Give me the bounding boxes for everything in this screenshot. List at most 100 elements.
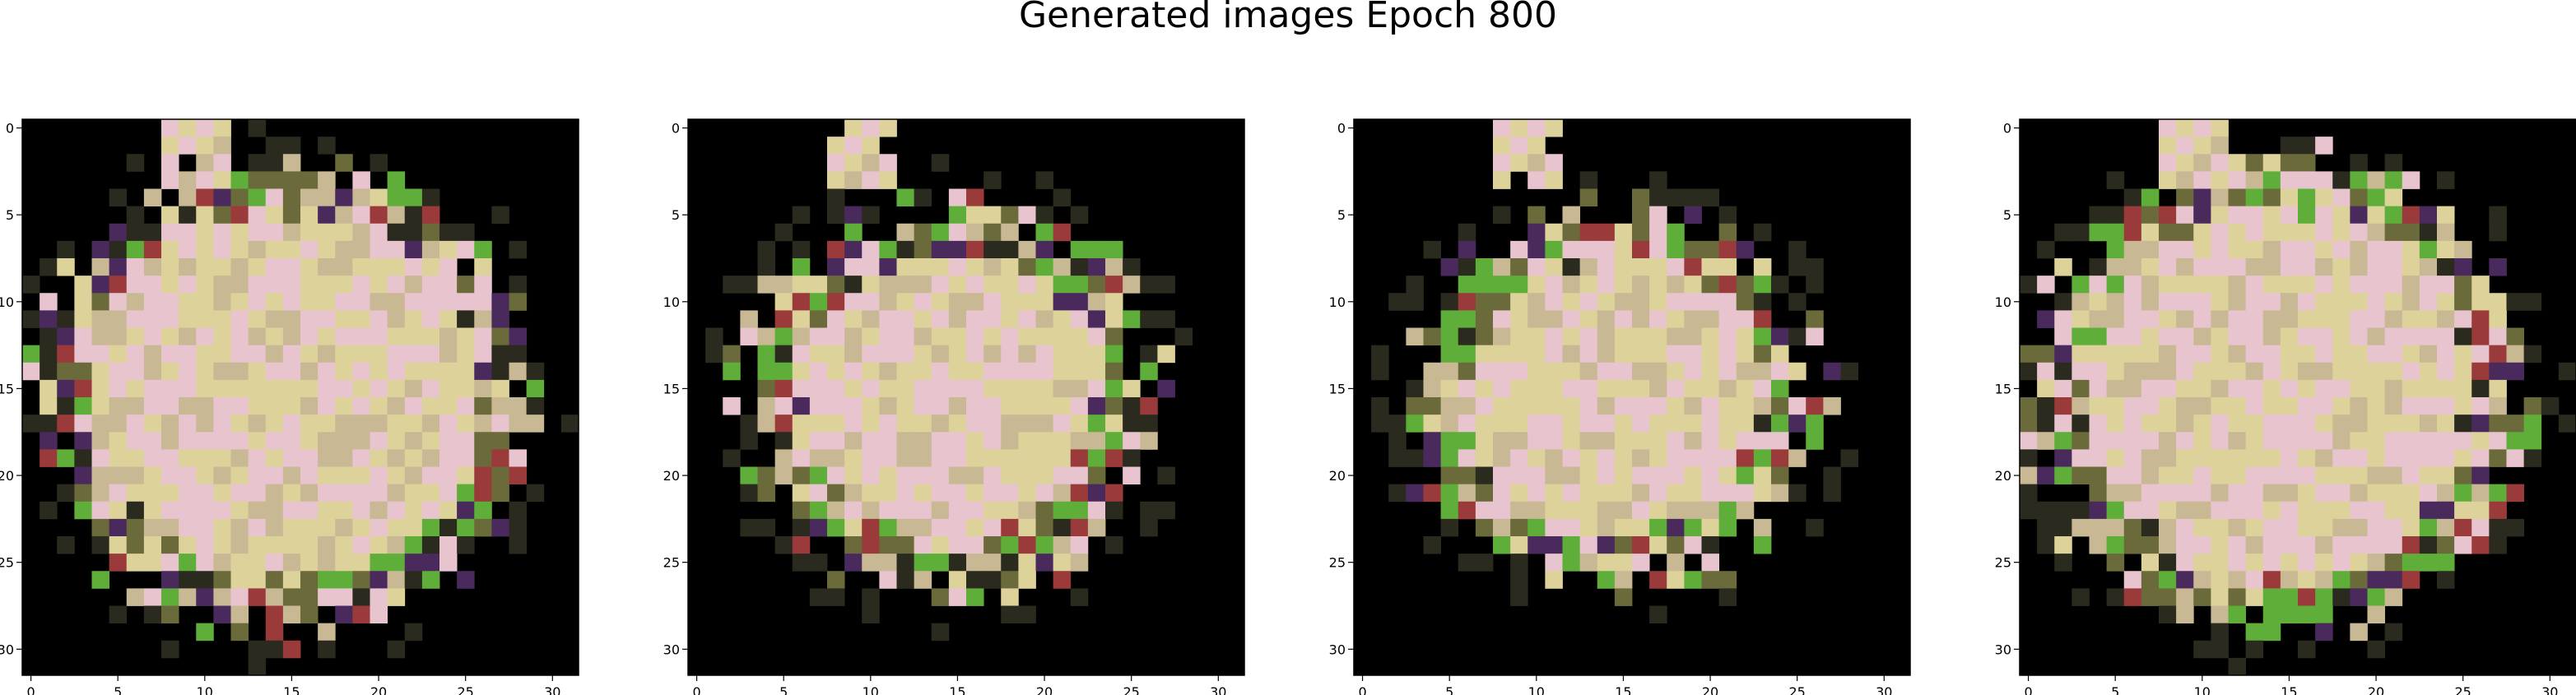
pixel [1632, 415, 1650, 433]
pixel [1088, 310, 1106, 328]
pixel [2263, 276, 2281, 294]
pixel [2020, 363, 2038, 381]
pixel [844, 536, 863, 554]
pixel [1684, 397, 1702, 415]
pixel [2454, 328, 2472, 346]
pixel [1788, 258, 1806, 276]
pixel [827, 502, 845, 520]
pixel [1001, 241, 1019, 259]
pixel [2054, 363, 2072, 381]
pixel [775, 293, 793, 311]
pixel [1001, 397, 1019, 415]
pixel [388, 536, 406, 554]
pixel [1667, 363, 1685, 381]
pixel [2420, 467, 2438, 485]
pixel [966, 363, 984, 381]
pixel [966, 397, 984, 415]
pixel [2141, 276, 2160, 294]
pixel [2229, 606, 2247, 624]
pixel [388, 467, 406, 485]
pixel [2454, 258, 2472, 276]
pixel [2281, 380, 2299, 398]
pixel [2211, 554, 2229, 572]
pixel [1036, 415, 1054, 433]
pixel [1545, 554, 1563, 572]
pixel [405, 571, 423, 589]
pixel [388, 258, 406, 276]
pixel [161, 397, 179, 415]
pixel [1597, 224, 1616, 242]
pixel [1441, 363, 1459, 381]
pixel [2454, 345, 2472, 364]
pixel [2193, 641, 2211, 659]
pixel [2176, 119, 2194, 137]
pixel [1684, 345, 1702, 364]
pixel [2193, 502, 2211, 520]
pixel [2141, 258, 2160, 276]
pixel [318, 432, 336, 450]
pixel [1806, 276, 1824, 294]
pixel [2176, 363, 2194, 381]
pixel [1597, 502, 1616, 520]
pixel [775, 397, 793, 415]
pixel [1140, 519, 1158, 537]
pixel [161, 554, 179, 572]
pixel [439, 363, 458, 381]
pixel [2037, 519, 2055, 537]
pixel [457, 467, 475, 485]
pixel [1597, 328, 1616, 346]
pixel [949, 224, 967, 242]
pixel [1510, 449, 1528, 467]
pixel [318, 519, 336, 537]
pixel [1563, 363, 1581, 381]
pixel [527, 415, 545, 433]
pixel [705, 328, 723, 346]
pixel [827, 415, 845, 433]
pixel [179, 293, 197, 311]
pixel [283, 137, 301, 155]
pixel [1157, 502, 1175, 520]
pixel [1667, 293, 1685, 311]
pixel [2332, 554, 2350, 572]
pixel [2350, 241, 2368, 259]
y-tick-label: 0 [6, 121, 14, 137]
pixel [2298, 310, 2316, 328]
pixel [1719, 502, 1737, 520]
pixel [879, 154, 897, 172]
pixel [1458, 484, 1476, 503]
pixel [1088, 363, 1106, 381]
pixel [2071, 519, 2090, 537]
pixel [422, 432, 440, 450]
pixel [2402, 224, 2420, 242]
pixel [2315, 345, 2333, 364]
pixel [2193, 467, 2211, 485]
pixel [74, 328, 92, 346]
pixel [2281, 363, 2299, 381]
pixel [1053, 224, 1072, 242]
pixel [740, 415, 758, 433]
pixel [1667, 328, 1685, 346]
pixel [474, 293, 492, 311]
pixel [879, 293, 897, 311]
pixel [2246, 380, 2264, 398]
pixel [966, 536, 984, 554]
pixel [2229, 658, 2247, 676]
pixel [2332, 310, 2350, 328]
pixel [914, 224, 932, 242]
pixel [2141, 502, 2160, 520]
pixel [2489, 206, 2507, 225]
pixel [300, 293, 319, 311]
pixel [1088, 519, 1106, 537]
pixel [352, 606, 370, 624]
pixel [2263, 258, 2281, 276]
pixel [1123, 380, 1141, 398]
pixel [509, 293, 528, 311]
pixel [2437, 397, 2455, 415]
pixel [932, 345, 950, 364]
pixel [949, 293, 967, 311]
pixel [2090, 380, 2108, 398]
pixel [109, 363, 128, 381]
pixel [388, 189, 406, 207]
pixel [879, 536, 897, 554]
pixel [300, 241, 319, 259]
